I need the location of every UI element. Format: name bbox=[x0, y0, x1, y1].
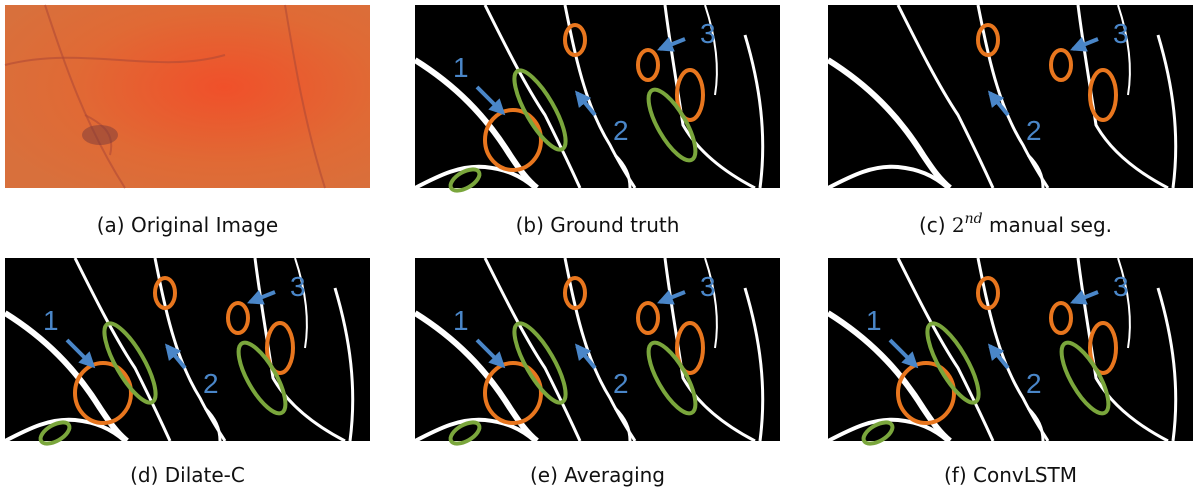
panel: 1 2 3 bbox=[828, 258, 1193, 448]
segmentation bbox=[415, 258, 780, 441]
caption: (d) Dilate-C bbox=[130, 463, 245, 487]
annotation-label: 2 bbox=[1026, 368, 1042, 399]
annotation-label: 3 bbox=[290, 271, 306, 302]
segmentation bbox=[5, 258, 370, 441]
segmentation bbox=[415, 5, 780, 188]
annotation-label: 3 bbox=[700, 18, 716, 49]
annotation-label: 1 bbox=[453, 305, 469, 336]
caption: (b) Ground truth bbox=[516, 213, 680, 237]
caption-sup: nd bbox=[965, 211, 983, 227]
caption: (a) Original Image bbox=[97, 213, 278, 237]
annotation-label: 1 bbox=[866, 305, 882, 336]
segmentation bbox=[828, 258, 1193, 441]
annotation-label: 1 bbox=[453, 52, 469, 83]
original-image bbox=[5, 5, 370, 188]
caption-suffix: manual seg. bbox=[983, 213, 1112, 237]
caption: (f) ConvLSTM bbox=[944, 463, 1077, 487]
annotation-label: 3 bbox=[1113, 18, 1129, 49]
panel: 1 2 3 bbox=[5, 258, 370, 448]
annotation-label: 2 bbox=[613, 368, 629, 399]
panel: 23 bbox=[828, 5, 1193, 188]
annotation-label: 3 bbox=[1113, 271, 1129, 302]
annotation-label: 3 bbox=[700, 271, 716, 302]
panel: 1 2 3 bbox=[415, 258, 780, 448]
caption-prefix: (c) bbox=[919, 213, 952, 237]
panel bbox=[5, 5, 370, 188]
figure: (a) Original Image123(b) Ground truth23(… bbox=[0, 0, 1193, 500]
lesion bbox=[82, 125, 118, 145]
page: {"panels": [ {"caption": "(a) Original I… bbox=[0, 0, 1193, 504]
caption: (c) 2nd manual seg. bbox=[919, 211, 1112, 237]
annotation-label: 2 bbox=[613, 115, 629, 146]
annotation-label: 1 bbox=[43, 305, 59, 336]
segmentation bbox=[828, 5, 1193, 188]
annotation-label: 2 bbox=[1026, 115, 1042, 146]
annotation-label: 2 bbox=[203, 368, 219, 399]
caption-math: 2 bbox=[952, 213, 965, 237]
panel: 1 2 3 bbox=[415, 5, 780, 195]
caption: (e) Averaging bbox=[530, 463, 665, 487]
